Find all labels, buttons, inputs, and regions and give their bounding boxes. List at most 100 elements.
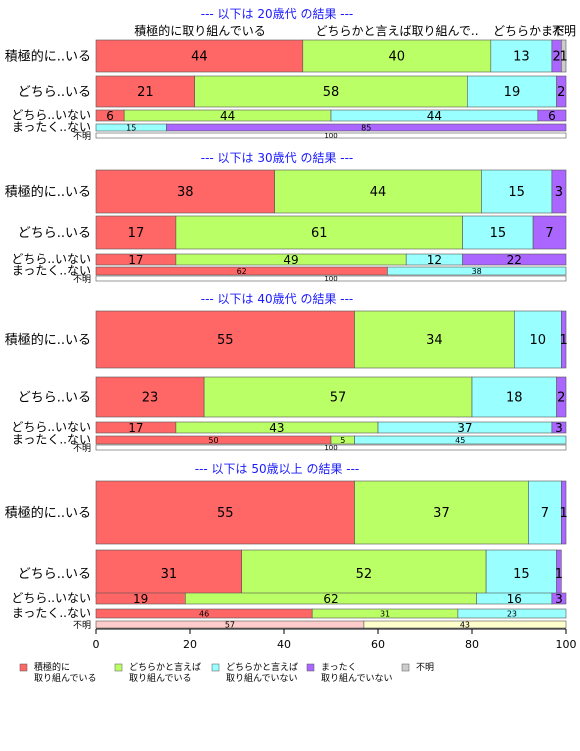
bar-segment [551,421,567,434]
bar-value-label: 17 [128,226,145,241]
bar-segment [363,620,567,629]
bar-value-label: 45 [455,436,465,445]
row-label: どちら..いない [11,420,91,434]
bar-value-label: 13 [513,50,530,65]
bar-value-label: 23 [142,391,159,406]
column-header: どちらかまだ [493,24,565,38]
bar-value-label: 3 [555,592,563,606]
bar-segment [95,376,205,418]
bar-segment [457,608,567,619]
bar-row: まったく..ない 62 38 [12,264,567,278]
column-header: どちらかと言えば取り組んで.. [315,24,478,38]
bar-row: どちら..いる 21 58 19 2 [18,75,567,108]
legend-swatch [114,663,123,672]
bar-segment [354,310,515,369]
bar-segment [462,253,567,266]
bar-row: どちら..いない 17 43 37 3 [11,420,567,435]
row-label: まったく..ない [12,433,91,447]
bar-value-label: 10 [530,333,547,348]
legend-label: どちらかと言えば [129,661,201,673]
bar-segment [175,215,463,250]
bar-value-label: 44 [220,109,235,123]
bar-value-label: 55 [217,506,234,521]
bar-segment [485,549,557,598]
bar-value-label: 62 [323,592,338,606]
row-label: まったく..ない [12,606,91,620]
row-label: 積極的に..いる [5,49,91,65]
row-label: 不明 [73,620,91,631]
bar-value-label: 57 [330,391,347,406]
bar-row: 積極的に..いる 44 40 13 21 [5,39,568,73]
bar-segment [462,215,534,250]
row-label: 積極的に..いる [5,184,91,200]
bar-value-label: 31 [380,609,390,618]
bar-segment [560,480,567,545]
bar-segment [471,376,557,418]
bar-value-label: 50 [208,436,218,445]
bar-row: 不明 100 [73,443,567,454]
row-label: どちら..いない [11,591,91,605]
bar-segment [302,39,492,73]
bar-row: まったく..ない 46 31 23 [12,606,567,620]
bar-row: 不明 100 [73,131,567,142]
bar-value-label: 40 [389,50,406,65]
bar-row: どちら..いる 23 57 18 2 [18,376,567,418]
chart-panels: --- 以下は 20歳代 の結果 ---積極的に..いる 44 40 13 21どちら.… [5,7,568,631]
bar-value-label: 15 [126,123,136,132]
bar-segment [95,132,567,139]
row-label: どちら..いない [11,252,91,266]
bar-segment [354,435,567,445]
bar-value-label: 3 [555,185,563,200]
legend: 積極的に取り組んでいるどちらかと言えば取り組んでいるどちらかと言えば取り組んでい… [19,661,434,684]
legend-label: 取り組んでいる [129,672,192,684]
x-tick-label: 80 [465,638,479,651]
bar-value-label: 6 [548,109,556,123]
bar-segment [513,310,562,369]
bar-segment [560,39,567,73]
legend-swatch [401,663,410,672]
bar-value-label: 52 [356,567,373,582]
bar-value-label: 100 [324,275,337,283]
row-label: 不明 [73,131,91,142]
bar-value-label: 15 [490,226,507,241]
legend-item: 不明 [401,662,434,673]
bar-row: まったく..ない 15 85 [12,120,567,134]
bar-value-label: 43 [460,620,470,629]
x-tick-label: 40 [277,638,291,651]
bar-row: どちら..いない 6 44 44 6 [11,108,567,123]
bar-value-label: 49 [283,253,298,267]
bar-value-label: 17 [128,253,143,267]
row-label: どちら..いる [18,567,91,582]
bar-value-label: 6 [106,109,114,123]
bar-row: 不明 57 43 [73,620,567,631]
bar-segment [166,123,567,132]
row-label: まったく..ない [12,264,91,278]
row-label: 積極的に..いる [5,505,91,521]
bar-segment [354,480,529,545]
panel: --- 以下は 50歳以上 の結果 ---積極的に..いる 55 37 7 1どちら..… [5,462,568,631]
legend-item: 積極的に取り組んでいる [19,661,97,684]
bar-segment [95,480,355,545]
bar-value-label: 57 [225,620,235,629]
bar-value-label: 37 [433,506,450,521]
column-header: 不明 [552,24,576,38]
bar-value-label: 44 [191,50,208,65]
bar-row: どちら..いる 17 61 15 7 [18,215,567,250]
bar-segment [387,266,567,276]
bar-value-label: 38 [472,267,482,276]
bar-segment [274,169,482,214]
bar-row: 積極的に..いる 55 37 7 1 [5,480,568,545]
bar-value-label: 7 [541,506,549,521]
bar-value-label: 37 [457,421,472,435]
bar-value-label: 1 [555,567,563,582]
bar-segment [194,75,468,108]
bar-segment [95,215,177,250]
legend-swatch [19,663,28,672]
panel-title: --- 以下は 20歳代 の結果 --- [201,7,354,21]
